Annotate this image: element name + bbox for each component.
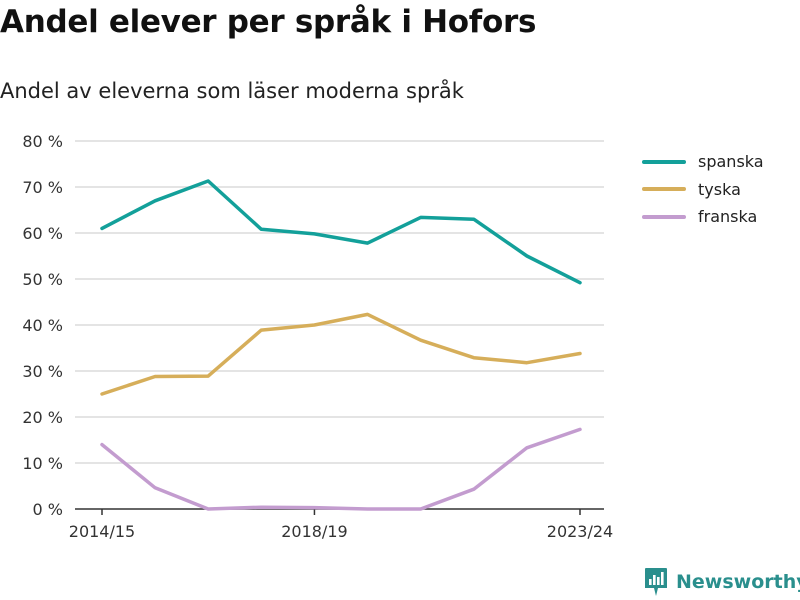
legend-swatch-spanska bbox=[642, 159, 686, 164]
brand[interactable]: Newsworthy bbox=[644, 567, 800, 597]
x-tick-label: 2023/24 bbox=[547, 522, 613, 541]
y-tick-label: 70 % bbox=[22, 178, 63, 197]
y-tick-label: 30 % bbox=[22, 362, 63, 381]
grid-lines bbox=[75, 140, 604, 464]
chart-title: Andel elever per språk i Hofors bbox=[0, 4, 537, 40]
y-axis-tick-labels: 0 % 10 % 20 % 30 % 40 % 50 % 60 % 70 % 80 % bbox=[22, 132, 63, 519]
legend-label-tyska: tyska bbox=[698, 179, 741, 199]
series-line-tyska bbox=[100, 312, 582, 396]
legend: spanska tyska franska bbox=[642, 148, 764, 231]
y-tick-label: 60 % bbox=[22, 224, 63, 243]
chart-subtitle: Andel av eleverna som läser moderna språ… bbox=[0, 79, 464, 103]
brand-name: Newsworthy bbox=[676, 571, 800, 593]
legend-label-franska: franska bbox=[698, 207, 758, 227]
y-tick-label: 50 % bbox=[22, 270, 63, 289]
legend-item-tyska[interactable]: tyska bbox=[642, 176, 764, 204]
y-tick-label: 40 % bbox=[22, 316, 63, 335]
x-tick-label: 2014/15 bbox=[69, 522, 135, 541]
legend-swatch-franska bbox=[642, 214, 686, 219]
legend-swatch-tyska bbox=[642, 187, 686, 192]
y-tick-label: 80 % bbox=[22, 132, 63, 151]
series-lines bbox=[100, 179, 582, 511]
series-line-franska bbox=[100, 427, 582, 511]
y-tick-label: 10 % bbox=[22, 454, 63, 473]
series-line-spanska bbox=[100, 179, 582, 285]
legend-label-spanska: spanska bbox=[698, 152, 764, 172]
legend-item-franska[interactable]: franska bbox=[642, 203, 764, 231]
x-tick-label: 2018/19 bbox=[281, 522, 347, 541]
x-axis: 2014/15 2018/19 2023/24 bbox=[69, 508, 613, 541]
y-tick-label: 0 % bbox=[33, 500, 63, 519]
legend-item-spanska[interactable]: spanska bbox=[642, 148, 764, 176]
y-tick-label: 20 % bbox=[22, 408, 63, 427]
newsworthy-logo-icon bbox=[645, 568, 667, 596]
